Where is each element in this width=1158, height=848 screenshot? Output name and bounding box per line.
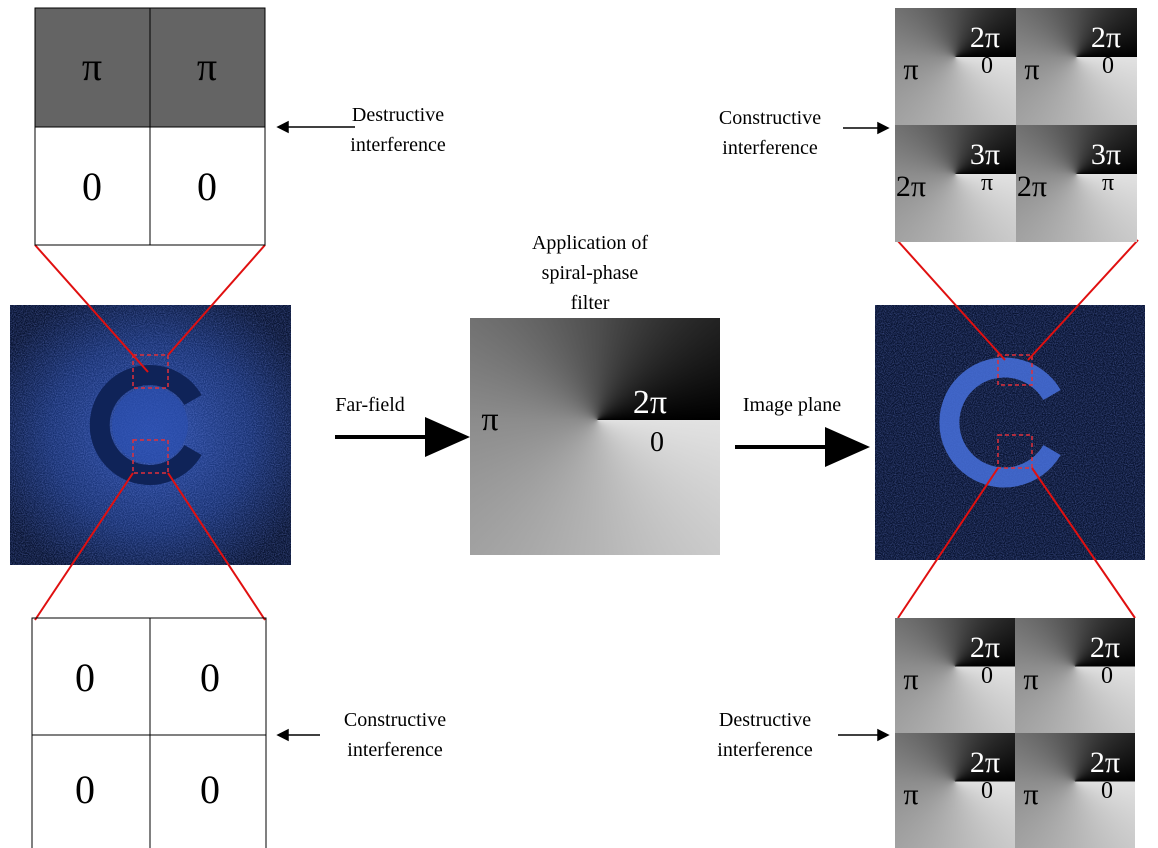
phase-label: 2π <box>970 23 1000 53</box>
phase-label: 3π <box>1091 140 1121 170</box>
phase-label: 0 <box>981 664 993 688</box>
arrow-label: Image plane <box>743 395 841 415</box>
phase-label: π <box>1024 55 1039 85</box>
interference-label: Constructive <box>719 108 821 128</box>
camera-image-right <box>875 305 1145 560</box>
camera-image-left <box>10 305 291 565</box>
phase-label: 2π <box>970 633 1000 663</box>
interference-label: interference <box>347 740 442 760</box>
phase-label: 2π <box>1017 172 1047 202</box>
diagram: π 2π 0 Application of spiral-phase filte… <box>0 0 1158 848</box>
caption: Application of <box>532 233 648 253</box>
phase-label: 0 <box>1101 779 1113 803</box>
grid-cell-label: 0 <box>75 658 95 698</box>
caption: filter <box>571 293 610 313</box>
phase-label: 3π <box>970 140 1000 170</box>
interference-label: interference <box>350 135 445 155</box>
phase-label: π <box>981 171 993 195</box>
grid-cell-label: 0 <box>200 658 220 698</box>
phase-label: 0 <box>981 779 993 803</box>
grid-cell-label: 0 <box>82 167 102 207</box>
phase-label: 0 <box>650 429 664 457</box>
phase-label: π <box>1023 665 1038 695</box>
grid-cell-label: π <box>82 47 102 87</box>
grid-cell-label: 0 <box>75 770 95 810</box>
phase-label: 0 <box>1102 54 1114 78</box>
phase-label: π <box>1023 780 1038 810</box>
phase-label: π <box>903 665 918 695</box>
interference-label: Destructive <box>352 105 444 125</box>
grid-cell-label: π <box>197 47 217 87</box>
phase-label: π <box>903 780 918 810</box>
caption: spiral-phase <box>542 263 639 283</box>
phase-label: 2π <box>1090 633 1120 663</box>
interference-label: Constructive <box>344 710 446 730</box>
phase-label: π <box>1102 171 1114 195</box>
phase-label: 2π <box>633 386 667 420</box>
phase-label: 0 <box>981 54 993 78</box>
interference-label: interference <box>717 740 812 760</box>
phase-label: π <box>481 403 498 437</box>
phase-label: 2π <box>970 748 1000 778</box>
phase-label: 2π <box>896 172 926 202</box>
grid-cell-label: 0 <box>200 770 220 810</box>
phase-label: π <box>903 55 918 85</box>
spiral-filter <box>470 318 720 555</box>
interference-label: interference <box>722 138 817 158</box>
arrow-label: Far-field <box>335 395 405 415</box>
phase-label: 2π <box>1091 23 1121 53</box>
phase-label: 0 <box>1101 664 1113 688</box>
interference-label: Destructive <box>719 710 811 730</box>
phase-label: 2π <box>1090 748 1120 778</box>
grid-cell-label: 0 <box>197 167 217 207</box>
